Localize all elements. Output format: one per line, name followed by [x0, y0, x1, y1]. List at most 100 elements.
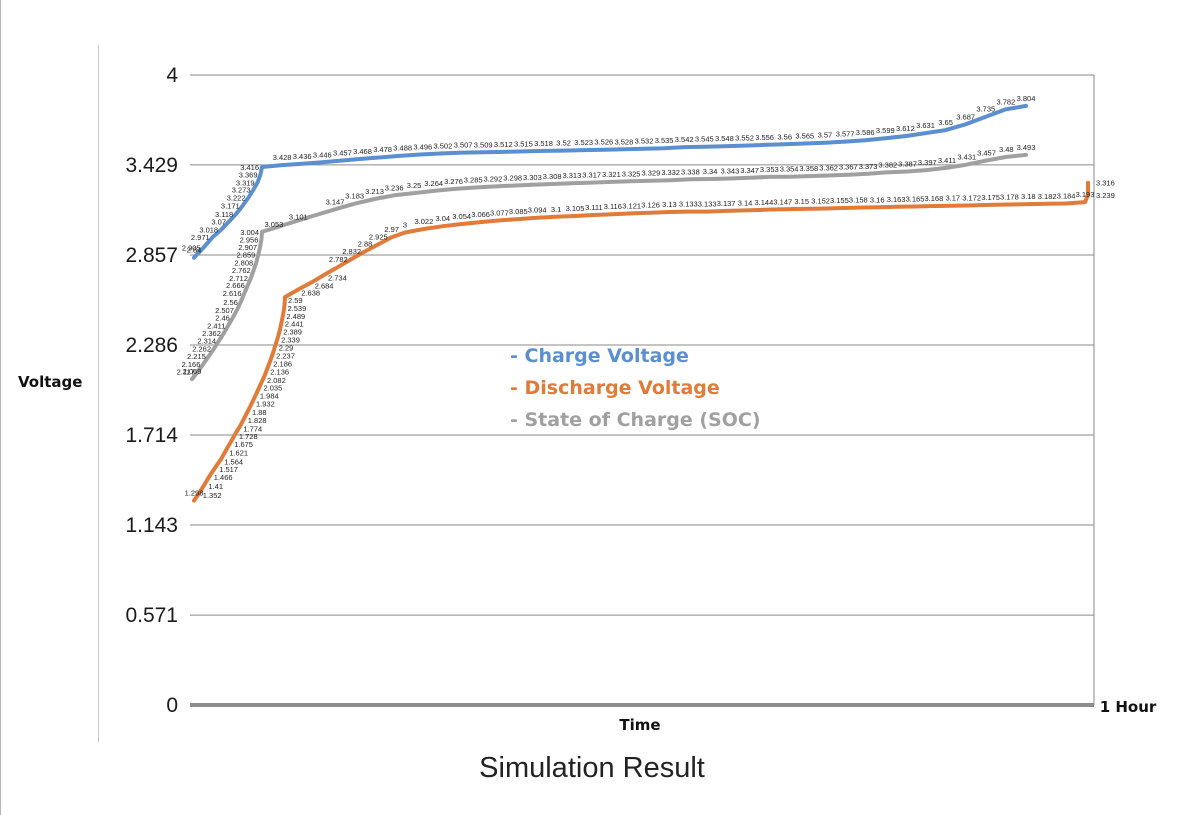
data-label: 3.25 — [407, 181, 422, 190]
data-label: 1.984 — [260, 392, 279, 401]
data-label: 3.105 — [566, 204, 585, 213]
data-label: 3.496 — [413, 142, 432, 151]
data-label: 3.111 — [585, 203, 603, 212]
data-label: 3.488 — [393, 144, 412, 153]
data-label: 3.577 — [836, 130, 855, 139]
data-label: 3.17 — [945, 194, 960, 203]
data-label: 3.116 — [604, 202, 622, 211]
data-label: 3.343 — [721, 167, 740, 176]
y-tick-label: 4 — [166, 64, 178, 87]
data-label: 3.329 — [642, 169, 661, 178]
data-label: 3.65 — [938, 118, 953, 127]
data-label: 3.332 — [661, 168, 680, 177]
data-label: 1.298 — [185, 489, 204, 498]
data-label: 3.155 — [830, 196, 849, 205]
data-label: 2.186 — [273, 360, 292, 369]
y-tick-label: 1.143 — [125, 514, 178, 537]
data-label: 2.29 — [279, 343, 294, 352]
data-label: 1.828 — [248, 416, 267, 425]
data-label: 3.552 — [735, 134, 754, 143]
data-label: 3.565 — [795, 132, 814, 141]
x-axis-end-label: 1 Hour — [1100, 698, 1157, 716]
data-label: 3.518 — [534, 139, 553, 148]
data-label: 3.085 — [509, 207, 528, 216]
data-label: 3.556 — [755, 133, 774, 142]
data-label: 3.436 — [293, 152, 312, 161]
data-label: 3.468 — [353, 147, 372, 156]
data-label: 3.236 — [385, 183, 404, 192]
data-label: 3.457 — [977, 149, 996, 158]
data-label: 3.325 — [622, 169, 641, 178]
data-label: 3.428 — [273, 153, 292, 162]
data-label: 3.298 — [503, 174, 522, 183]
data-label: 3.1 — [551, 205, 561, 214]
data-label: 3.382 — [878, 160, 897, 169]
data-label: 3.004 — [240, 228, 259, 237]
data-label: 3.16 — [870, 195, 885, 204]
data-label: 3.804 — [1017, 94, 1036, 103]
data-label: 3.512 — [494, 140, 513, 149]
data-label: 1.621 — [229, 449, 248, 458]
data-label: 2.56 — [223, 298, 238, 307]
data-label: 2.262 — [192, 345, 211, 354]
data-label: 3.509 — [474, 140, 493, 149]
y-tick-label: 2.286 — [125, 334, 178, 357]
data-label: 1.774 — [243, 425, 262, 434]
data-label: 1.88 — [252, 408, 267, 417]
data-label: 3.353 — [760, 165, 779, 174]
data-label: 2.411 — [207, 321, 225, 330]
data-label: 3.04 — [435, 214, 450, 223]
data-label: 3.077 — [490, 208, 509, 217]
data-label: 3.13 — [662, 200, 677, 209]
data-label: 3.523 — [574, 138, 593, 147]
legend-entry: - Discharge Voltage — [510, 377, 720, 399]
data-label: 3.57 — [818, 131, 833, 140]
data-label: 3.308 — [543, 172, 562, 181]
data-label: 3.48 — [999, 145, 1014, 154]
data-label: 3.387 — [898, 160, 917, 169]
data-label: 1.352 — [203, 491, 222, 500]
data-label: 3.457 — [333, 149, 352, 158]
data-label: 2.616 — [223, 289, 242, 298]
data-label: 3.548 — [715, 134, 734, 143]
data-label: 2.97 — [384, 225, 399, 234]
data-label: 1.675 — [234, 440, 253, 449]
data-label: 3.14 — [738, 198, 753, 207]
data-label: 3.56 — [777, 132, 792, 141]
data-label: 3.535 — [655, 136, 674, 145]
data-label: 2.808 — [234, 259, 253, 268]
data-label: 3.193 — [1076, 190, 1095, 199]
data-labels: 2.842.9052.9713.0183.073.1183.1713.2223.… — [177, 94, 1115, 500]
data-label: 3.183 — [345, 192, 364, 201]
y-tick-labels: 0 0.571 1.143 1.714 2.286 2.857 3.429 4 — [125, 64, 178, 717]
data-label: 3.319 — [236, 178, 255, 187]
data-label: 3.018 — [199, 226, 218, 235]
figure-caption: Simulation Result — [0, 752, 1184, 785]
data-label: 3.264 — [424, 179, 443, 188]
data-label: 1.564 — [224, 458, 243, 467]
data-label: 3.528 — [615, 137, 634, 146]
data-label: 3.147 — [326, 197, 345, 206]
data-label: 3.118 — [215, 210, 233, 219]
data-label: 3.545 — [695, 135, 714, 144]
y-tick-label: 0.571 — [125, 604, 178, 627]
data-label: 3.52 — [556, 139, 571, 148]
data-label: 3.285 — [464, 176, 483, 185]
data-label: 3.133 — [698, 200, 717, 209]
data-label: 3.687 — [956, 112, 975, 121]
data-label: 3.094 — [528, 206, 547, 215]
data-label: 3.144 — [755, 198, 774, 207]
data-label: 3.416 — [240, 163, 259, 172]
data-label: 2.136 — [270, 368, 289, 377]
x-axis-label: Time — [619, 716, 660, 734]
legend-entry: - State of Charge (SOC) — [510, 409, 761, 431]
data-label: 2.905 — [182, 244, 201, 253]
data-label: 3.526 — [594, 138, 613, 147]
data-label: 3.126 — [641, 201, 660, 210]
data-label: 3.631 — [916, 121, 935, 130]
data-label: 3.397 — [918, 158, 937, 167]
data-label: 3.362 — [819, 164, 838, 173]
data-label: 3.276 — [444, 177, 463, 186]
data-label: 3.347 — [740, 166, 759, 175]
y-tick-label: 3.429 — [125, 154, 178, 177]
